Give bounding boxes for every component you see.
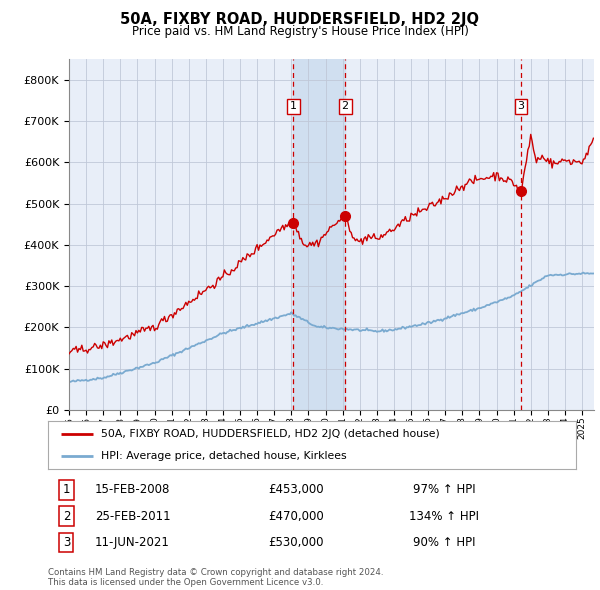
Text: Contains HM Land Registry data © Crown copyright and database right 2024.: Contains HM Land Registry data © Crown c… xyxy=(48,568,383,576)
Text: 25-FEB-2011: 25-FEB-2011 xyxy=(95,510,170,523)
Text: This data is licensed under the Open Government Licence v3.0.: This data is licensed under the Open Gov… xyxy=(48,578,323,587)
Text: 11-JUN-2021: 11-JUN-2021 xyxy=(95,536,170,549)
Text: 15-FEB-2008: 15-FEB-2008 xyxy=(95,483,170,496)
Text: 134% ↑ HPI: 134% ↑ HPI xyxy=(409,510,479,523)
Text: 50A, FIXBY ROAD, HUDDERSFIELD, HD2 2JQ (detached house): 50A, FIXBY ROAD, HUDDERSFIELD, HD2 2JQ (… xyxy=(101,429,440,439)
Text: £530,000: £530,000 xyxy=(268,536,324,549)
Text: Price paid vs. HM Land Registry's House Price Index (HPI): Price paid vs. HM Land Registry's House … xyxy=(131,25,469,38)
Text: 1: 1 xyxy=(290,101,297,112)
Text: 1: 1 xyxy=(63,483,70,496)
Text: 2: 2 xyxy=(63,510,70,523)
Text: 2: 2 xyxy=(341,101,349,112)
Text: 3: 3 xyxy=(518,101,524,112)
Bar xyxy=(293,59,345,410)
Text: 90% ↑ HPI: 90% ↑ HPI xyxy=(413,536,475,549)
Text: 50A, FIXBY ROAD, HUDDERSFIELD, HD2 2JQ: 50A, FIXBY ROAD, HUDDERSFIELD, HD2 2JQ xyxy=(121,12,479,27)
Text: £470,000: £470,000 xyxy=(268,510,324,523)
Text: £453,000: £453,000 xyxy=(268,483,324,496)
Text: HPI: Average price, detached house, Kirklees: HPI: Average price, detached house, Kirk… xyxy=(101,451,346,461)
Text: 97% ↑ HPI: 97% ↑ HPI xyxy=(413,483,475,496)
Text: 3: 3 xyxy=(63,536,70,549)
